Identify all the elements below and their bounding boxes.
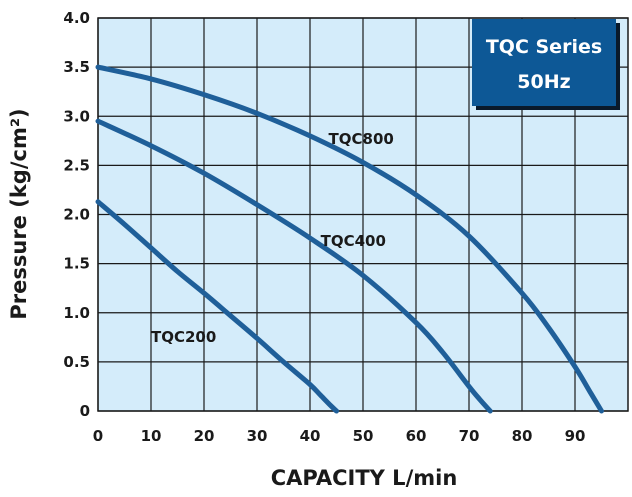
series-labels: TQC200 TQC400 TQC800	[151, 130, 394, 346]
y-tick-label: 0.5	[63, 353, 90, 371]
y-tick-label: 3.0	[63, 107, 90, 125]
x-tick-label: 50	[353, 427, 374, 445]
badge-line1: TQC Series	[486, 36, 602, 58]
series-label-tqc400: TQC400	[321, 232, 386, 250]
x-tick-label: 60	[406, 427, 427, 445]
badge-line2: 50Hz	[517, 71, 570, 93]
x-tick-label: 0	[93, 427, 103, 445]
series-line-tqc200	[95, 199, 339, 414]
x-tick-label: 80	[512, 427, 533, 445]
y-axis-title: Pressure (kg/cm²)	[7, 108, 31, 319]
y-tick-labels: 0 0.5 1.0 1.5 2.0 2.5 3.0 3.5 4.0	[63, 9, 90, 420]
x-tick-label: 20	[194, 427, 215, 445]
x-tick-label: 10	[141, 427, 162, 445]
y-tick-label: 0	[80, 402, 90, 420]
y-tick-label: 2.0	[63, 206, 90, 224]
x-tick-label: 40	[300, 427, 321, 445]
y-tick-label: 3.5	[63, 58, 90, 76]
series-curves	[95, 64, 604, 414]
y-tick-label: 1.0	[63, 304, 90, 322]
series-badge: TQC Series 50Hz	[472, 19, 620, 110]
x-tick-label: 30	[247, 427, 268, 445]
x-tick-labels: 0 10 20 30 40 50 60 70 80 90	[93, 427, 586, 445]
y-tick-label: 1.5	[63, 255, 90, 273]
x-tick-label: 70	[459, 427, 480, 445]
series-line-tqc800	[95, 64, 604, 414]
y-tick-label: 2.5	[63, 156, 90, 174]
x-axis-title: CAPACITY L/min	[271, 466, 458, 490]
y-tick-label: 4.0	[63, 9, 90, 27]
series-label-tqc800: TQC800	[329, 130, 394, 148]
series-line-tqc400	[95, 118, 493, 414]
badge-box	[472, 19, 616, 106]
x-tick-label: 90	[565, 427, 586, 445]
series-label-tqc200: TQC200	[151, 328, 216, 346]
